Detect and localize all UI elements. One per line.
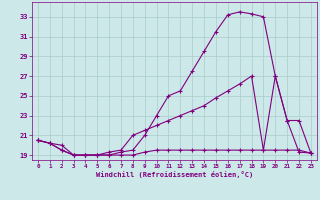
X-axis label: Windchill (Refroidissement éolien,°C): Windchill (Refroidissement éolien,°C) <box>96 171 253 178</box>
